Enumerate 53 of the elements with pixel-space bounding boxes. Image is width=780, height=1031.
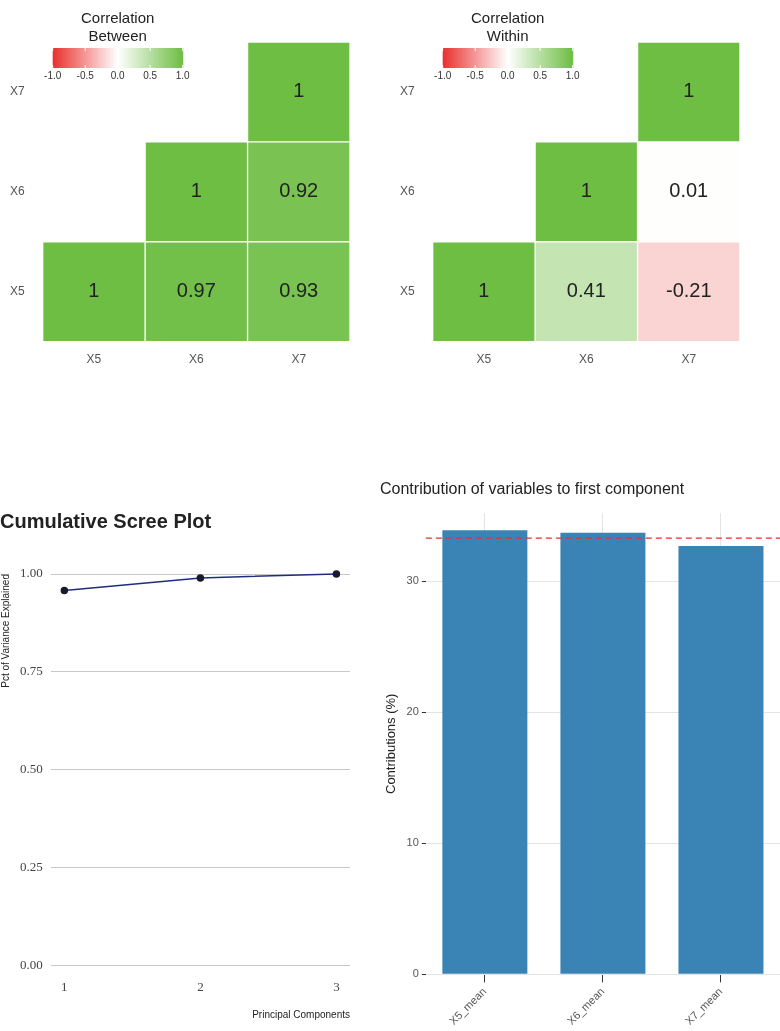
x-tick-label: X5 xyxy=(476,352,492,367)
y-tick-label: X6 xyxy=(399,184,415,199)
data-label: 0.41 xyxy=(566,279,606,302)
color-bar-label: -1.0 xyxy=(434,69,452,81)
y-axis-title: Contributions (%) xyxy=(383,693,399,794)
color-bar-label: -1.0 xyxy=(44,69,62,81)
color-bar-label: -0.5 xyxy=(76,69,95,81)
y-tick-label: 30 xyxy=(406,574,419,587)
x-tick-label: X5 xyxy=(86,352,102,367)
data-label: 1 xyxy=(683,79,695,102)
y-tick-label: X5 xyxy=(9,283,25,298)
data-label: 1 xyxy=(293,79,305,102)
color-bar-label: -0.5 xyxy=(466,69,485,81)
x-tick-label: X7 xyxy=(291,352,307,367)
y-tick-label: 0.75 xyxy=(20,663,43,679)
x-tick-label: 2 xyxy=(197,978,204,994)
x-axis-title: Principal Components xyxy=(252,1008,350,1020)
x-tick-label: X6 xyxy=(189,352,204,367)
y-tick-label: X7 xyxy=(399,84,415,99)
color-bar-label: 1.0 xyxy=(175,69,191,81)
y-tick-label: 0.00 xyxy=(20,956,43,972)
data-label: 0.92 xyxy=(279,179,319,202)
data-label: 1 xyxy=(478,279,490,302)
x-tick-label: 1 xyxy=(61,978,68,994)
color-bar-label: 0.5 xyxy=(143,69,158,81)
color-bar-label: 0.0 xyxy=(500,69,516,81)
data-label: 0.97 xyxy=(176,279,216,302)
legend-title: Correlation Between xyxy=(80,8,155,44)
y-tick-label: 1.00 xyxy=(20,565,43,581)
x-tick-label: 3 xyxy=(333,978,340,994)
x-tick-label: X7 xyxy=(681,352,697,367)
data-label: 0.93 xyxy=(279,279,319,302)
data-label: 0.01 xyxy=(669,179,709,202)
color-bar-label: 0.5 xyxy=(533,69,548,81)
y-tick-label: 10 xyxy=(406,836,419,849)
data-label: -0.21 xyxy=(665,279,712,302)
legend-title: Correlation Within xyxy=(470,8,545,44)
data-label: 1 xyxy=(580,179,592,202)
y-tick-label: 0 xyxy=(412,967,419,980)
chart-title: Contribution of variables to first component xyxy=(380,480,685,498)
y-tick-label: 0.25 xyxy=(20,858,43,874)
y-tick-label: X7 xyxy=(9,84,25,99)
y-axis-title: Pct of Variance Explained xyxy=(0,574,11,688)
y-tick-label: 0.50 xyxy=(20,761,43,777)
x-tick-label: X6 xyxy=(579,352,594,367)
color-bar-label: 0.0 xyxy=(110,69,126,81)
data-label: 1 xyxy=(190,179,202,202)
y-tick-label: X5 xyxy=(399,283,415,298)
data-label: 1 xyxy=(88,279,100,302)
y-tick-label: X6 xyxy=(9,184,25,199)
y-tick-label: 20 xyxy=(406,705,419,718)
color-bar-label: 1.0 xyxy=(565,69,581,81)
chart-title: Cumulative Scree Plot xyxy=(0,509,212,532)
